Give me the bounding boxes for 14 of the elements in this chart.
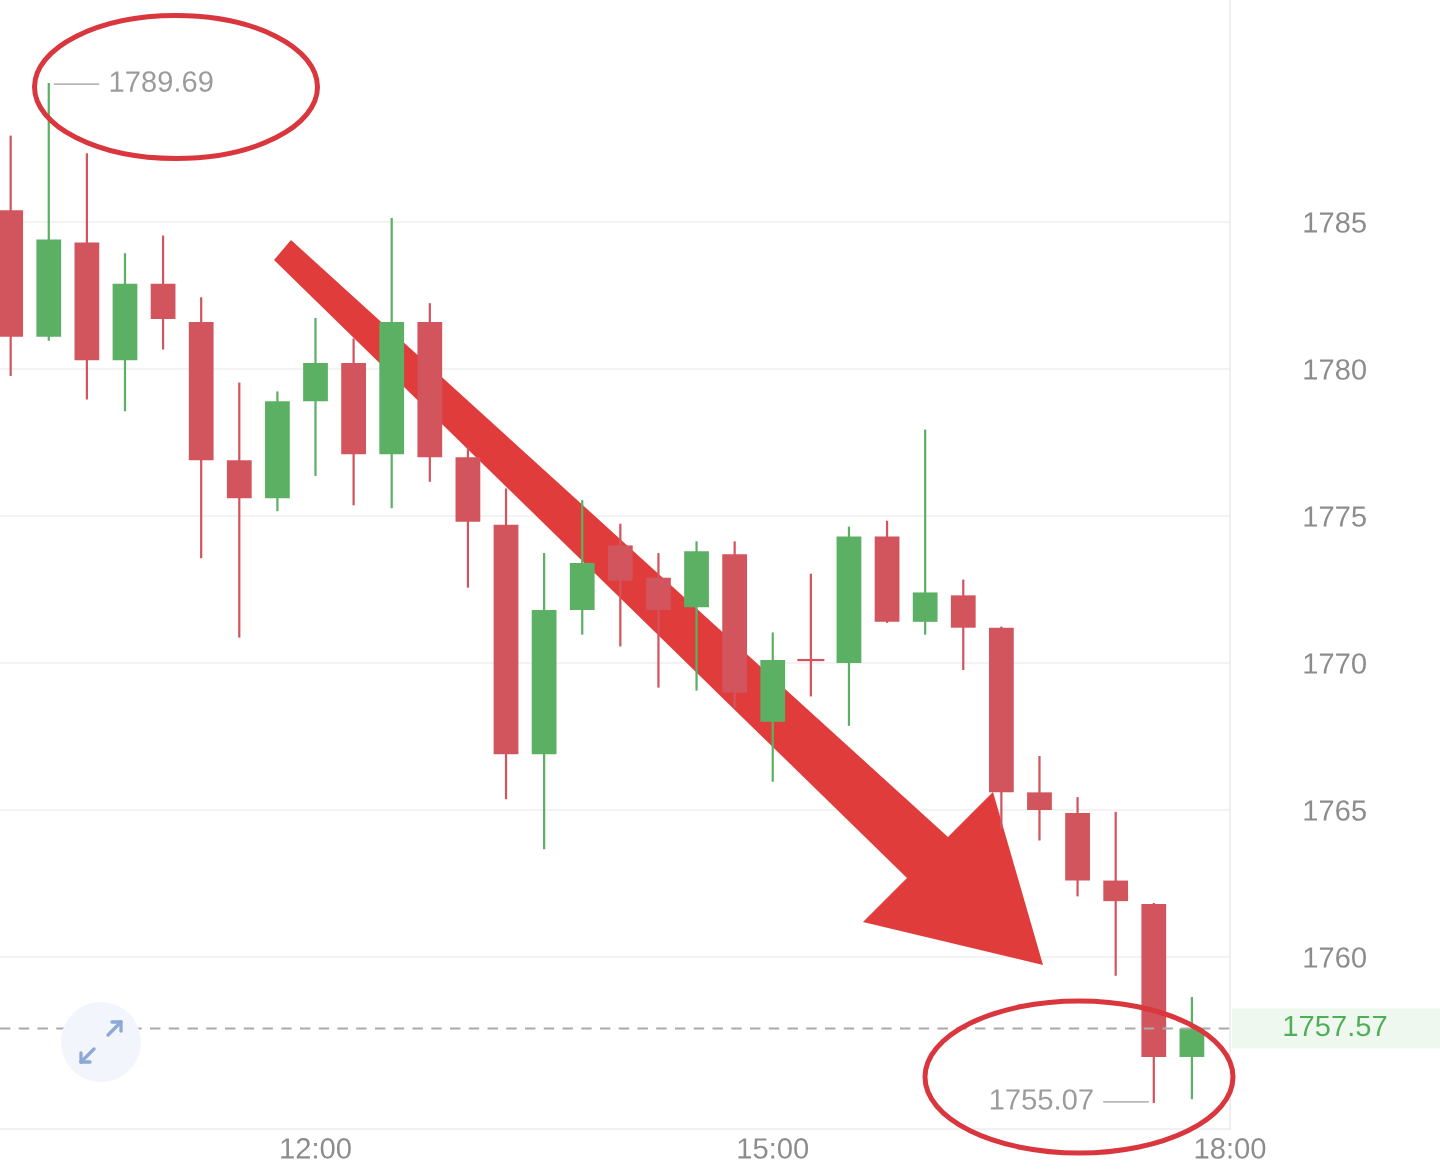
x-tick-label: 18:00 <box>1195 1138 1266 1159</box>
annotation: 1755.07 <box>990 1089 1093 1110</box>
y-tick-label: 1765 <box>1304 800 1366 821</box>
x-tick-label: 12:00 <box>281 1138 351 1159</box>
x-tick-label: 15:00 <box>738 1138 809 1159</box>
y-tick-label: 1780 <box>1304 359 1366 380</box>
y-tick-label: 1775 <box>1304 506 1366 527</box>
candlestick <box>1103 811 1129 976</box>
y-tick-label: 1760 <box>1304 947 1366 968</box>
y-tick-label: 1785 <box>1304 212 1366 233</box>
ref-line-label: 1757.57 <box>1284 1015 1387 1037</box>
y-tick-label: 1770 <box>1304 653 1366 674</box>
candlestick <box>797 573 825 697</box>
annotation: 1789.69 <box>110 71 213 92</box>
